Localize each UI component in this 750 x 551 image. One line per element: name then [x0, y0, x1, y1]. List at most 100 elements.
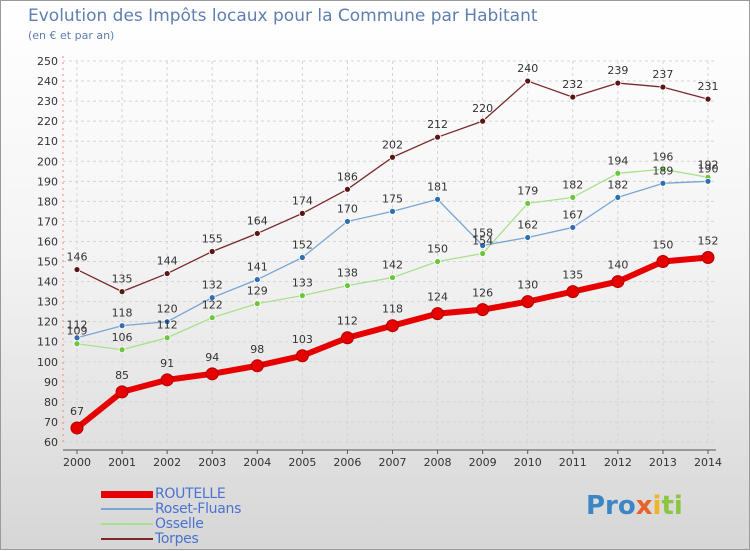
- legend-item: Osselle: [101, 516, 301, 532]
- logo-part-3: i: [652, 491, 662, 521]
- y-tick-label: 100: [37, 356, 58, 369]
- logo-part-1: Pro: [586, 491, 636, 521]
- data-label: 182: [607, 178, 628, 191]
- data-label: 175: [382, 192, 403, 205]
- x-tick-label: 2002: [153, 456, 181, 469]
- data-label: 132: [202, 279, 223, 292]
- data-label: 190: [698, 162, 719, 175]
- data-point: [298, 254, 306, 261]
- data-label: 167: [562, 208, 583, 221]
- data-point: [701, 251, 715, 265]
- data-point: [295, 349, 309, 363]
- data-point: [253, 300, 261, 308]
- data-label: 164: [247, 214, 268, 227]
- data-point: [479, 242, 487, 249]
- data-point: [253, 230, 261, 237]
- data-label: 240: [517, 62, 538, 75]
- data-label: 118: [112, 307, 133, 320]
- data-label: 186: [337, 170, 358, 183]
- data-point: [205, 367, 219, 381]
- data-label: 138: [337, 267, 358, 280]
- legend-label: Osselle: [155, 516, 204, 532]
- data-point: [208, 294, 216, 302]
- data-label: 192: [698, 158, 719, 171]
- data-point: [524, 199, 532, 207]
- legend-swatch: [101, 538, 153, 540]
- data-label: 154: [472, 235, 493, 248]
- data-label: 237: [652, 68, 673, 81]
- legend-label: Roset-Fluans: [155, 501, 242, 517]
- y-tick-label: 160: [37, 235, 58, 248]
- data-label: 189: [652, 164, 673, 177]
- data-label: 150: [652, 239, 673, 252]
- data-point: [659, 165, 667, 173]
- data-point: [476, 303, 490, 317]
- data-point: [434, 133, 441, 141]
- data-point: [431, 307, 445, 321]
- proxiti-logo: Proxiti: [586, 491, 683, 521]
- data-point: [704, 177, 712, 185]
- data-label: 122: [202, 299, 223, 312]
- logo-part-2: x: [635, 491, 653, 521]
- data-point: [118, 288, 126, 296]
- y-tick-label: 210: [37, 135, 58, 148]
- data-label: 231: [698, 80, 719, 93]
- y-tick-label: 190: [37, 175, 58, 188]
- data-point: [521, 295, 535, 309]
- data-point: [566, 285, 580, 299]
- data-label: 141: [247, 261, 268, 274]
- data-label: 118: [382, 303, 403, 316]
- data-point: [208, 314, 216, 322]
- data-label: 181: [427, 180, 448, 193]
- y-tick-label: 140: [37, 276, 58, 289]
- data-point: [479, 117, 487, 125]
- data-point: [614, 193, 622, 201]
- data-label: 85: [115, 369, 129, 382]
- data-label: 91: [160, 357, 174, 370]
- data-point: [434, 258, 441, 265]
- data-point: [340, 331, 354, 345]
- data-point: [208, 248, 216, 255]
- x-tick-label: 2010: [514, 456, 542, 469]
- data-point: [250, 359, 264, 373]
- data-label: 98: [250, 343, 264, 356]
- data-point: [118, 346, 126, 354]
- data-point: [73, 334, 81, 342]
- data-point: [524, 77, 532, 85]
- y-tick-label: 200: [37, 155, 58, 168]
- data-label: 162: [517, 218, 538, 231]
- data-point: [659, 83, 667, 91]
- data-label: 196: [652, 150, 673, 163]
- data-label: 106: [112, 331, 133, 344]
- chart-subtitle: (en € et par an): [28, 29, 115, 42]
- data-point: [434, 195, 441, 203]
- x-tick-label: 2011: [559, 456, 587, 469]
- x-tick-label: 2006: [333, 456, 361, 469]
- data-label: 212: [427, 118, 448, 131]
- data-label: 94: [205, 351, 219, 364]
- data-label: 155: [202, 233, 223, 246]
- data-point: [118, 322, 126, 330]
- legend-label: Torpes: [155, 531, 199, 547]
- data-label: 133: [292, 277, 313, 290]
- data-point: [389, 207, 396, 215]
- y-tick-label: 120: [37, 316, 58, 329]
- y-tick-label: 220: [37, 115, 58, 128]
- data-label: 142: [382, 259, 403, 272]
- x-tick-label: 2008: [424, 456, 452, 469]
- data-label: 144: [157, 255, 178, 268]
- data-point: [614, 79, 622, 87]
- data-label: 135: [112, 273, 133, 286]
- x-tick-label: 2001: [108, 456, 136, 469]
- data-label: 135: [562, 269, 583, 282]
- data-label: 112: [157, 319, 178, 332]
- data-label: 112: [67, 319, 88, 332]
- logo-part-4: ti: [661, 491, 683, 521]
- legend-item: Roset-Fluans: [101, 501, 301, 517]
- x-tick-label: 2007: [379, 456, 407, 469]
- data-label: 140: [607, 259, 628, 272]
- data-point: [115, 385, 129, 399]
- data-point: [344, 282, 351, 289]
- y-tick-label: 170: [37, 215, 58, 228]
